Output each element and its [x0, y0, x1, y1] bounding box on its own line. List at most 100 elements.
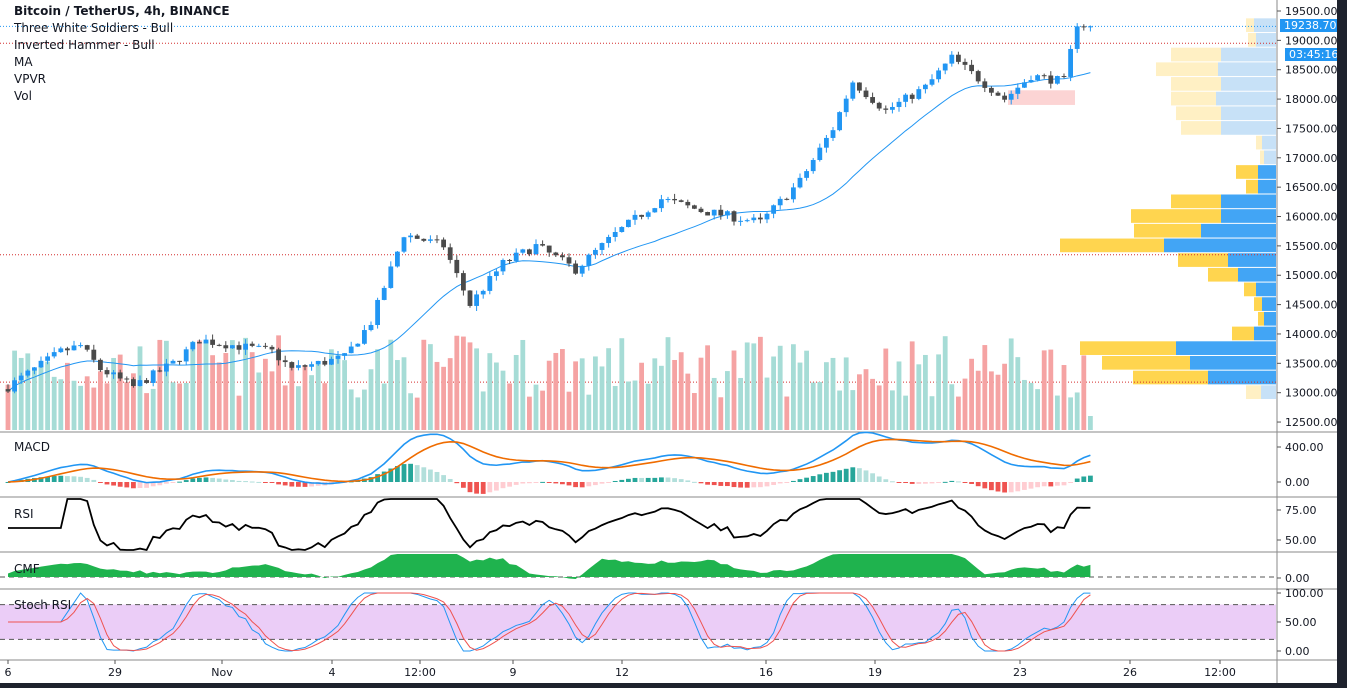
indicator-vol[interactable]: Vol — [14, 89, 32, 103]
candle-body — [408, 235, 413, 238]
volume-bar — [520, 339, 526, 430]
volume-bar — [586, 394, 592, 430]
candle-body — [177, 360, 182, 362]
rsi-label[interactable]: RSI — [14, 507, 34, 521]
macd-histogram-bar — [791, 480, 796, 482]
volume-bar — [395, 360, 400, 430]
volume-bar — [936, 354, 941, 430]
candle-body — [903, 94, 908, 102]
vp-down-bar — [1133, 370, 1208, 385]
candle-body — [639, 214, 644, 217]
vp-up-bar — [1221, 194, 1276, 209]
candle-body — [632, 214, 638, 220]
window-border — [1337, 0, 1347, 688]
vp-down-bar — [1181, 121, 1221, 135]
indicator-vpvr[interactable]: VPVR — [14, 72, 46, 86]
vp-down-bar — [1131, 209, 1221, 223]
candle-body — [1008, 93, 1014, 100]
macd-histogram-bar — [573, 482, 578, 488]
candle-body — [302, 365, 308, 367]
macd-histogram-bar — [190, 478, 196, 482]
macd-histogram-bar — [830, 471, 836, 482]
candle-body — [837, 112, 842, 131]
candle-body — [474, 294, 479, 306]
macd-axis-label: 400.00 — [1285, 441, 1324, 454]
volume-bar — [216, 362, 222, 430]
macd-histogram-bar — [263, 482, 268, 483]
candle-body — [249, 343, 255, 346]
candle-body — [91, 349, 97, 360]
ma-line — [7, 72, 1091, 392]
macd-label[interactable]: MACD — [14, 440, 50, 454]
candle-body — [1015, 87, 1021, 94]
vp-up-bar — [1258, 165, 1276, 179]
macd-histogram-bar — [131, 482, 136, 489]
volume-bar — [124, 382, 130, 430]
volume-bar — [764, 377, 770, 430]
volume-bar — [335, 355, 341, 430]
macd-histogram-bar — [777, 482, 783, 484]
candle-body — [487, 276, 493, 291]
macd-histogram-bar — [65, 476, 70, 482]
symbol-title[interactable]: Bitcoin / TetherUS, 4h, BINANCE — [14, 4, 230, 18]
candle-body — [533, 244, 539, 255]
macd-histogram-bar — [936, 482, 941, 483]
candle-body — [1041, 75, 1047, 77]
macd-histogram-bar — [1041, 482, 1047, 487]
macd-histogram-bar — [665, 477, 671, 482]
volume-bar — [18, 357, 24, 430]
vp-up-bar — [1264, 150, 1276, 165]
volume-bar — [784, 396, 790, 430]
indicator-ma[interactable]: MA — [14, 55, 33, 69]
vp-down-bar — [1254, 297, 1262, 311]
candle-body — [936, 70, 941, 80]
macd-histogram-bar — [309, 482, 314, 487]
vp-up-bar — [1176, 341, 1276, 355]
volume-bar — [381, 383, 387, 430]
volume-bar — [494, 362, 499, 430]
candle-body — [527, 249, 532, 255]
volume-bar — [923, 354, 928, 430]
volume-bar — [553, 352, 559, 430]
volume-bar — [289, 362, 295, 430]
candle-body — [560, 255, 565, 258]
candle-body — [65, 348, 70, 351]
candle-body — [890, 106, 895, 110]
candle-body — [830, 130, 836, 138]
vp-up-bar — [1201, 223, 1276, 238]
macd-histogram-bar — [467, 482, 473, 493]
vp-up-bar — [1264, 311, 1276, 326]
candle-body — [1028, 80, 1034, 83]
macd-histogram-bar — [381, 471, 387, 482]
candle-body — [909, 94, 915, 99]
candle-body — [685, 201, 691, 206]
window-border-bottom — [0, 683, 1347, 688]
indicator-three-white-soldiers[interactable]: Three White Soldiers - Bull — [14, 21, 174, 35]
volume-bar — [804, 350, 809, 430]
macd-histogram-bar — [586, 482, 592, 487]
stoch-rsi-label[interactable]: Stoch RSI — [14, 598, 72, 612]
macd-histogram-bar — [711, 482, 717, 486]
vp-up-bar — [1218, 62, 1276, 77]
cmf-label[interactable]: CMF — [14, 562, 40, 576]
candle-body — [388, 266, 394, 288]
macd-histogram-bar — [744, 482, 750, 488]
volume-bar — [1081, 355, 1087, 430]
volume-bar — [1022, 379, 1027, 430]
volume-bar — [170, 382, 176, 430]
vp-up-bar — [1221, 106, 1276, 121]
candle-body — [25, 370, 31, 376]
vp-up-bar — [1228, 253, 1276, 267]
candle-body — [731, 211, 737, 222]
candle-body — [216, 344, 222, 346]
candle-body — [771, 205, 776, 214]
macd-histogram-bar — [804, 477, 809, 482]
indicator-inverted-hammer[interactable]: Inverted Hammer - Bull — [14, 38, 155, 52]
candle-body — [863, 90, 869, 98]
macd-histogram-bar — [256, 481, 262, 483]
vp-up-bar — [1262, 135, 1276, 150]
vp-up-bar — [1261, 385, 1276, 400]
macd-histogram-bar — [111, 482, 116, 486]
candle-body — [942, 63, 948, 71]
